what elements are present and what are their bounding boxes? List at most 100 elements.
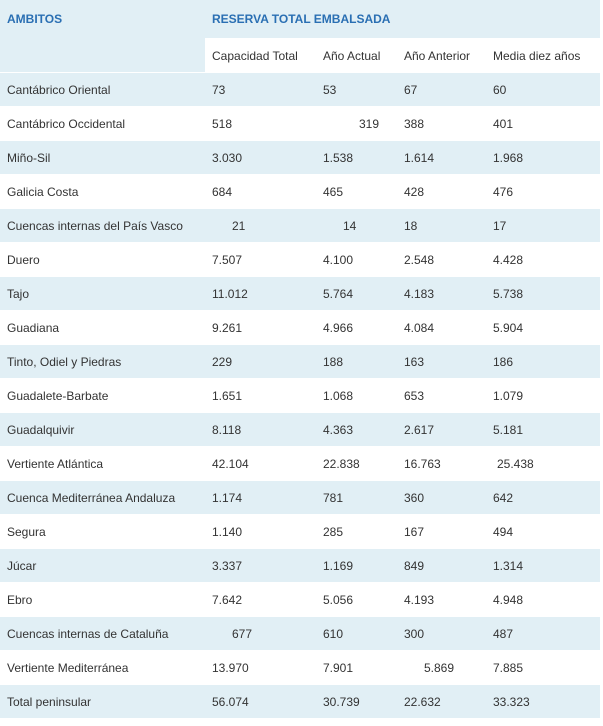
row-name: Guadalquivir <box>0 412 205 447</box>
table-row: Tajo 11.012 5.764 4.183 5.738 <box>0 276 601 311</box>
cell-capacidad: 11.012 <box>205 276 316 311</box>
cell-ano-anterior: 388 <box>397 106 486 141</box>
cell-media: 25.438 <box>486 446 601 481</box>
cell-media: 401 <box>486 106 601 141</box>
cell-media: 4.948 <box>486 582 601 617</box>
cell-media: 7.885 <box>486 650 601 685</box>
table-row: Guadiana 9.261 4.966 4.084 5.904 <box>0 310 601 345</box>
row-name: Guadiana <box>0 310 205 345</box>
cell-ano-anterior: 653 <box>397 378 486 413</box>
table-row: Júcar 3.337 1.169 849 1.314 <box>0 548 601 583</box>
cell-media: 5.904 <box>486 310 601 345</box>
header-row-columns: Capacidad Total Año Actual Año Anterior … <box>0 38 601 73</box>
cell-media: 4.428 <box>486 242 601 277</box>
cell-ano-anterior: 167 <box>397 514 486 549</box>
column-header-capacidad: Capacidad Total <box>205 38 316 73</box>
cell-media: 1.968 <box>486 140 601 175</box>
table-row: Miño-Sil 3.030 1.538 1.614 1.968 <box>0 140 601 175</box>
table-row: Duero 7.507 4.100 2.548 4.428 <box>0 242 601 277</box>
cell-capacidad: 1.651 <box>205 378 316 413</box>
cell-capacidad: 7.642 <box>205 582 316 617</box>
cell-ano-actual: 1.538 <box>316 140 397 175</box>
table-row: Vertiente Mediterránea 13.970 7.901 5.86… <box>0 650 601 685</box>
cell-ano-anterior: 163 <box>397 344 486 379</box>
cell-capacidad: 21 <box>205 208 316 243</box>
table-row: Total peninsular 56.074 30.739 22.632 33… <box>0 684 601 719</box>
cell-capacidad: 8.118 <box>205 412 316 447</box>
cell-ano-anterior: 1.614 <box>397 140 486 175</box>
table-row: Vertiente Atlántica 42.104 22.838 16.763… <box>0 446 601 481</box>
cell-ano-anterior: 300 <box>397 616 486 651</box>
cell-capacidad: 1.174 <box>205 480 316 515</box>
cell-ano-actual: 4.966 <box>316 310 397 345</box>
header-row-group: AMBITOS RESERVA TOTAL EMBALSADA <box>0 0 601 73</box>
cell-media: 33.323 <box>486 684 601 719</box>
cell-media: 494 <box>486 514 601 549</box>
row-name: Tinto, Odiel y Piedras <box>0 344 205 379</box>
cell-capacidad: 229 <box>205 344 316 379</box>
cell-media: 60 <box>486 72 601 107</box>
cell-ano-actual: 1.068 <box>316 378 397 413</box>
cell-capacidad: 13.970 <box>205 650 316 685</box>
cell-ano-anterior: 2.548 <box>397 242 486 277</box>
cell-ano-anterior: 428 <box>397 174 486 209</box>
cell-ano-actual: 53 <box>316 72 397 107</box>
column-header-media: Media diez años <box>486 38 601 73</box>
cell-capacidad: 56.074 <box>205 684 316 719</box>
cell-capacidad: 73 <box>205 72 316 107</box>
row-name: Vertiente Atlántica <box>0 446 205 481</box>
row-name: Galicia Costa <box>0 174 205 209</box>
cell-ano-anterior: 4.183 <box>397 276 486 311</box>
cell-ano-actual: 5.764 <box>316 276 397 311</box>
cell-ano-actual: 610 <box>316 616 397 651</box>
cell-ano-actual: 30.739 <box>316 684 397 719</box>
cell-media: 5.738 <box>486 276 601 311</box>
row-name: Guadalete-Barbate <box>0 378 205 413</box>
cell-ano-actual: 4.363 <box>316 412 397 447</box>
cell-ano-actual: 1.169 <box>316 548 397 583</box>
cell-ano-anterior: 18 <box>397 208 486 243</box>
row-name: Cuencas internas del País Vasco <box>0 208 205 243</box>
row-name: Segura <box>0 514 205 549</box>
table-row: Cuencas internas del País Vasco 21 14 18… <box>0 208 601 243</box>
cell-media: 17 <box>486 208 601 243</box>
row-name: Total peninsular <box>0 684 205 719</box>
cell-media: 186 <box>486 344 601 379</box>
cell-media: 476 <box>486 174 601 209</box>
row-name: Cantábrico Oriental <box>0 72 205 107</box>
cell-media: 1.314 <box>486 548 601 583</box>
cell-ano-anterior: 22.632 <box>397 684 486 719</box>
cell-capacidad: 684 <box>205 174 316 209</box>
cell-ano-anterior: 4.084 <box>397 310 486 345</box>
cell-capacidad: 7.507 <box>205 242 316 277</box>
cell-ano-anterior: 849 <box>397 548 486 583</box>
table-row: Guadalquivir 8.118 4.363 2.617 5.181 <box>0 412 601 447</box>
row-name: Cuenca Mediterránea Andaluza <box>0 480 205 515</box>
cell-media: 5.181 <box>486 412 601 447</box>
cell-capacidad: 42.104 <box>205 446 316 481</box>
cell-ano-actual: 319 <box>316 106 397 141</box>
row-name: Vertiente Mediterránea <box>0 650 205 685</box>
cell-ano-actual: 4.100 <box>316 242 397 277</box>
table-row: Cuenca Mediterránea Andaluza 1.174 781 3… <box>0 480 601 515</box>
cell-ano-anterior: 4.193 <box>397 582 486 617</box>
row-name: Miño-Sil <box>0 140 205 175</box>
cell-ano-anterior: 5.869 <box>397 650 486 685</box>
header-ambitos: AMBITOS <box>0 0 205 73</box>
cell-media: 487 <box>486 616 601 651</box>
table-row: Cantábrico Occidental 518 319 388 401 <box>0 106 601 141</box>
row-name: Cuencas internas de Cataluña <box>0 616 205 651</box>
cell-ano-anterior: 2.617 <box>397 412 486 447</box>
cell-ano-actual: 465 <box>316 174 397 209</box>
cell-ano-actual: 7.901 <box>316 650 397 685</box>
cell-capacidad: 1.140 <box>205 514 316 549</box>
table-row: Segura 1.140 285 167 494 <box>0 514 601 549</box>
table-row: Ebro 7.642 5.056 4.193 4.948 <box>0 582 601 617</box>
cell-ano-actual: 285 <box>316 514 397 549</box>
table-row: Tinto, Odiel y Piedras 229 188 163 186 <box>0 344 601 379</box>
row-name: Cantábrico Occidental <box>0 106 205 141</box>
cell-ano-actual: 5.056 <box>316 582 397 617</box>
cell-capacidad: 677 <box>205 616 316 651</box>
cell-media: 642 <box>486 480 601 515</box>
